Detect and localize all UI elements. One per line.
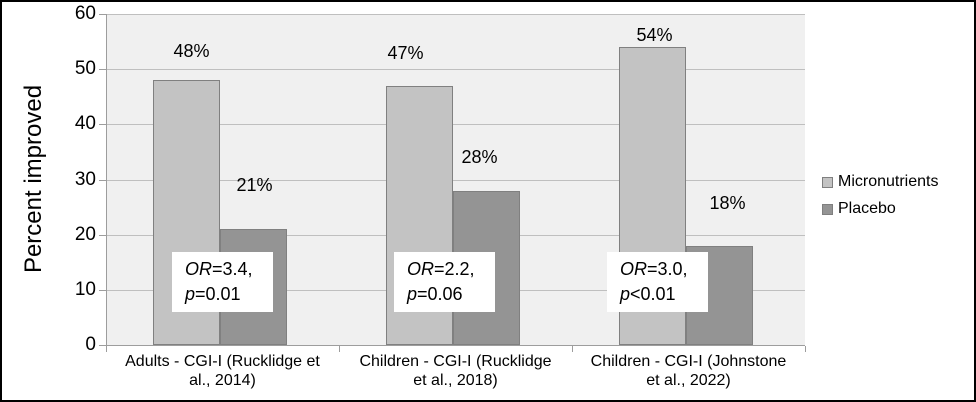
bar-value-label: 28% xyxy=(461,146,498,167)
bar-value-label: 48% xyxy=(173,41,210,62)
y-tick-label: 40 xyxy=(74,113,96,135)
bar-value-label: 21% xyxy=(236,175,273,196)
bar-value-label: 47% xyxy=(387,42,424,63)
gridline xyxy=(106,124,805,126)
legend-swatch-placebo-icon xyxy=(822,203,833,215)
y-tick-mark xyxy=(99,179,106,181)
bar-value-label: 18% xyxy=(709,192,746,213)
x-tick-mark xyxy=(805,346,806,352)
gridline xyxy=(106,179,805,181)
y-tick-label: 20 xyxy=(74,223,96,245)
y-tick-label: 10 xyxy=(74,278,96,300)
or-annotation-1: OR=2.2, p=0.06 xyxy=(394,252,495,312)
y-tick-label: 60 xyxy=(74,3,96,24)
legend-item-micronutrients: Micronutrients xyxy=(822,173,938,191)
y-axis-line xyxy=(106,14,107,345)
y-tick-mark xyxy=(99,234,106,236)
y-tick-mark xyxy=(99,345,106,346)
x-tick-mark xyxy=(572,346,573,352)
x-tick-mark xyxy=(339,346,340,352)
legend-label-placebo: Placebo xyxy=(838,200,896,217)
y-tick-label: 30 xyxy=(74,168,96,190)
x-axis-line xyxy=(106,345,805,346)
y-tick-mark xyxy=(99,124,106,126)
x-category-label-1: Children - CGI-I (Rucklidge et al., 2018) xyxy=(359,353,552,389)
y-axis-title: Percent improved xyxy=(20,84,47,274)
or-annotation-0: OR=3.4, p=0.01 xyxy=(172,252,273,312)
gridline xyxy=(106,14,805,15)
y-tick-label: 50 xyxy=(74,58,96,80)
x-category-label-2: Children - CGI-I (Johnstone et al., 2022) xyxy=(590,353,787,389)
legend-item-placebo: Placebo xyxy=(822,200,938,218)
x-tick-mark xyxy=(106,346,107,352)
or-annotation-2: OR=3.0, p<0.01 xyxy=(607,252,708,312)
legend-swatch-micronutrients-icon xyxy=(822,176,833,188)
x-category-label-0: Adults - CGI-I (Rucklidge et al., 2014) xyxy=(125,353,320,389)
y-tick-mark xyxy=(99,289,106,291)
y-tick-mark xyxy=(99,14,106,15)
legend: Micronutrients Placebo xyxy=(822,173,938,218)
y-tick-mark xyxy=(99,69,106,71)
gridline xyxy=(106,69,805,71)
legend-label-micronutrients: Micronutrients xyxy=(838,173,939,190)
y-tick-label: 0 xyxy=(85,334,96,355)
bar-value-label: 54% xyxy=(636,25,673,46)
